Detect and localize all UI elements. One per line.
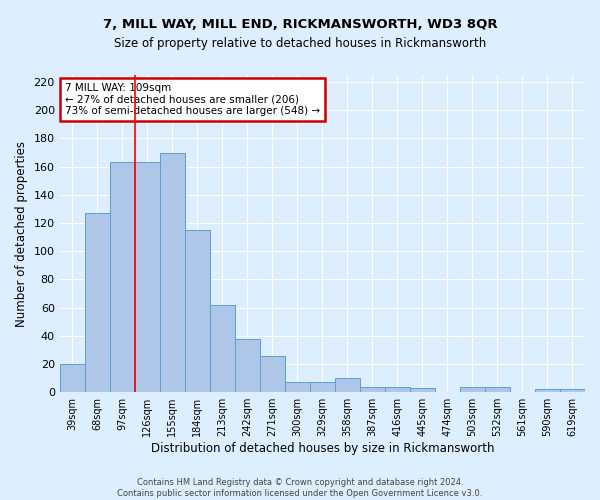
Bar	[185, 230, 210, 392]
Bar	[285, 382, 310, 392]
Bar	[385, 386, 410, 392]
Text: Size of property relative to detached houses in Rickmansworth: Size of property relative to detached ho…	[114, 38, 486, 51]
Bar	[235, 338, 260, 392]
Bar	[310, 382, 335, 392]
Bar	[485, 386, 510, 392]
Text: 7, MILL WAY, MILL END, RICKMANSWORTH, WD3 8QR: 7, MILL WAY, MILL END, RICKMANSWORTH, WD…	[103, 18, 497, 30]
Bar	[560, 390, 585, 392]
Bar	[260, 356, 285, 392]
Text: 7 MILL WAY: 109sqm
← 27% of detached houses are smaller (206)
73% of semi-detach: 7 MILL WAY: 109sqm ← 27% of detached hou…	[65, 83, 320, 116]
Bar	[59, 364, 85, 392]
Bar	[160, 152, 185, 392]
Bar	[535, 390, 560, 392]
Bar	[360, 386, 385, 392]
Bar	[85, 213, 110, 392]
Y-axis label: Number of detached properties: Number of detached properties	[15, 140, 28, 326]
Bar	[335, 378, 360, 392]
Bar	[460, 386, 485, 392]
Bar	[135, 162, 160, 392]
Bar	[410, 388, 435, 392]
Bar	[210, 305, 235, 392]
X-axis label: Distribution of detached houses by size in Rickmansworth: Distribution of detached houses by size …	[151, 442, 494, 455]
Text: Contains HM Land Registry data © Crown copyright and database right 2024.
Contai: Contains HM Land Registry data © Crown c…	[118, 478, 482, 498]
Bar	[110, 162, 135, 392]
